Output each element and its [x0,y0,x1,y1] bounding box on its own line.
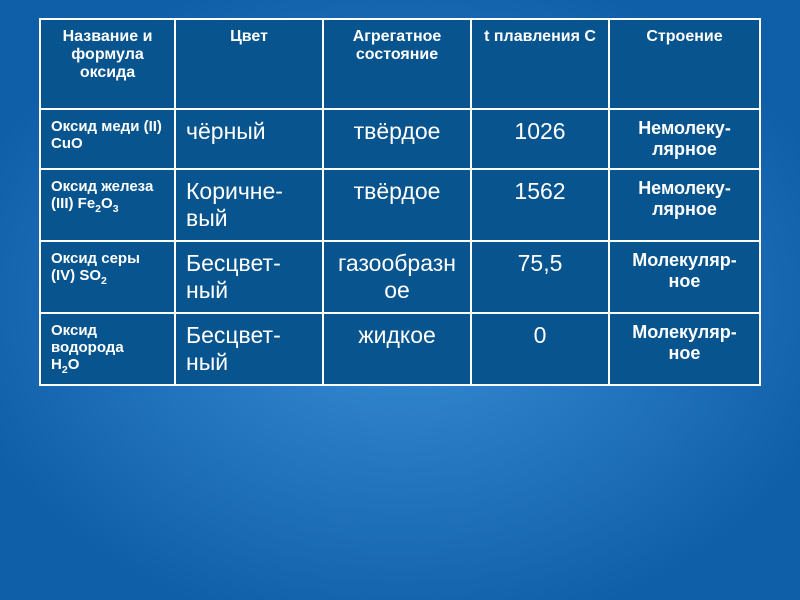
table-body: Оксид меди (II) CuO чёрный твёрдое 1026 … [40,109,760,385]
slide-background: Название и формула оксида Цвет Агрегатно… [0,0,800,600]
cell-state: газообразное [323,241,471,313]
table-row: Оксид меди (II) CuO чёрный твёрдое 1026 … [40,109,760,169]
cell-state: твёрдое [323,109,471,169]
cell-state: жидкое [323,313,471,385]
header-structure: Строение [609,19,760,109]
cell-color: Бесцвет-ный [175,241,323,313]
cell-tmelt: 75,5 [471,241,609,313]
cell-struct: Молекуляр-ное [609,313,760,385]
header-state: Агрегатное состояние [323,19,471,109]
oxides-table: Название и формула оксида Цвет Агрегатно… [39,18,761,386]
cell-state: твёрдое [323,169,471,241]
cell-name: Оксид железа (III) Fe2O3 [40,169,175,241]
header-color: Цвет [175,19,323,109]
table-header-row: Название и формула оксида Цвет Агрегатно… [40,19,760,109]
cell-color: чёрный [175,109,323,169]
table-row: Оксид серы (IV) SO2 Бесцвет-ный газообра… [40,241,760,313]
cell-color: Бесцвет-ный [175,313,323,385]
cell-tmelt: 1562 [471,169,609,241]
cell-struct: Немолеку-лярное [609,169,760,241]
table-row: Оксид водорода H2O Бесцвет-ный жидкое 0 … [40,313,760,385]
cell-name: Оксид водорода H2O [40,313,175,385]
cell-struct: Немолеку-лярное [609,109,760,169]
cell-name: Оксид меди (II) CuO [40,109,175,169]
cell-name: Оксид серы (IV) SO2 [40,241,175,313]
cell-tmelt: 1026 [471,109,609,169]
header-name: Название и формула оксида [40,19,175,109]
table-row: Оксид железа (III) Fe2O3 Коричне-вый твё… [40,169,760,241]
cell-struct: Молекуляр-ное [609,241,760,313]
header-tmelt: t плавления С [471,19,609,109]
cell-color: Коричне-вый [175,169,323,241]
cell-tmelt: 0 [471,313,609,385]
